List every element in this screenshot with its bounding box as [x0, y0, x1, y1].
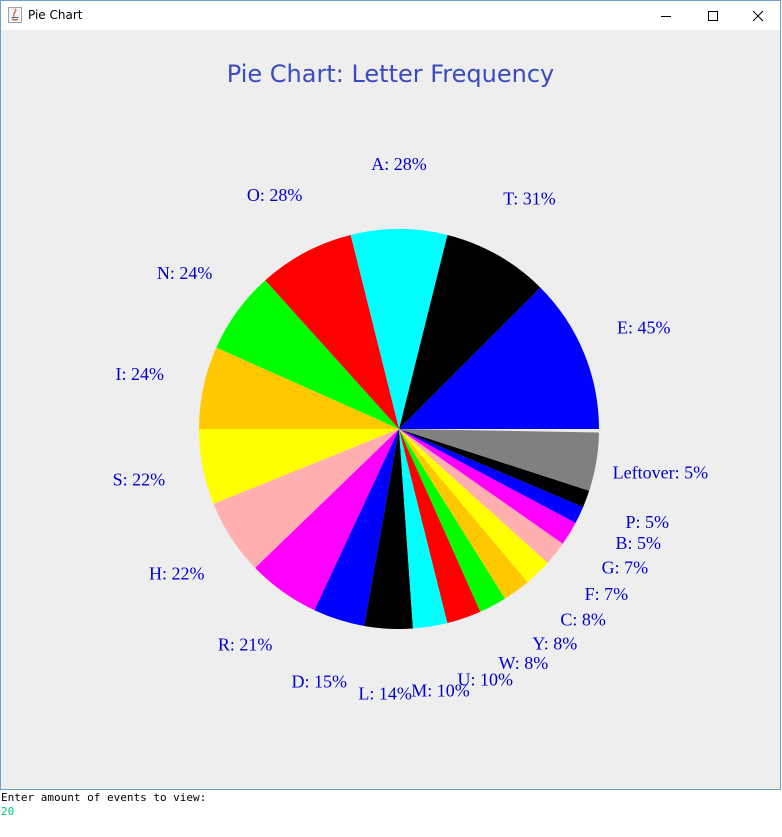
- pie-slice: [350, 229, 448, 429]
- slice-label: T: 31%: [503, 188, 556, 208]
- pie-slice: [399, 429, 599, 491]
- slice-label: S: 22%: [113, 470, 166, 490]
- slice-label: W: 8%: [498, 653, 548, 673]
- slice-label: B: 5%: [615, 533, 661, 553]
- pie-slice: [265, 234, 399, 429]
- pie-slice: [399, 429, 448, 629]
- java-app-icon: [8, 7, 22, 23]
- pie-slices: [199, 229, 599, 629]
- minimize-icon: [661, 15, 671, 17]
- slice-label: Y: 8%: [532, 633, 577, 653]
- slice-label: P: 5%: [625, 512, 669, 532]
- pie-slice: [255, 429, 399, 611]
- pie-slice: [399, 429, 505, 612]
- slice-label: A: 28%: [371, 154, 427, 174]
- console-input[interactable]: 20: [1, 805, 15, 818]
- pie-labels: E: 45% T: 31% A: 28% O: 28% N: 24% I: 24% S: 2…: [113, 154, 708, 704]
- pie-chart: E: 45% T: 31% A: 28% O: 28% N: 24% I: 24% S: 2…: [113, 154, 708, 704]
- title-bar[interactable]: Pie Chart: [1, 1, 780, 30]
- pie-slice: [399, 429, 584, 523]
- maximize-button[interactable]: [690, 1, 736, 30]
- pie-slice: [199, 347, 399, 429]
- minimize-button[interactable]: [643, 1, 689, 30]
- pie-slice: [314, 429, 399, 626]
- pie-slice: [399, 234, 541, 429]
- pie-slice: [364, 429, 413, 629]
- window-title: Pie Chart: [28, 8, 83, 22]
- pie-slice: [199, 429, 399, 504]
- app-window: Pie Chart Pie Chart: Letter Frequency E:…: [0, 0, 781, 790]
- console-panel: Enter amount of events to view: 20: [0, 790, 782, 837]
- slice-label: H: 22%: [149, 563, 205, 583]
- slice-label: Leftover: 5%: [613, 463, 708, 483]
- pie-slice: [399, 429, 576, 544]
- slice-label: F: 7%: [585, 584, 629, 604]
- slice-label: G: 7%: [602, 558, 649, 578]
- close-button[interactable]: [735, 1, 781, 30]
- pie-slice: [399, 429, 528, 599]
- chart-panel: Pie Chart: Letter Frequency E: 45% T: 31%…: [1, 30, 780, 790]
- slice-label: E: 45%: [617, 318, 671, 338]
- slice-label: M: 10%: [411, 681, 470, 701]
- maximize-icon: [708, 10, 718, 21]
- slice-label: O: 28%: [247, 185, 303, 205]
- pie-slice: [399, 429, 548, 583]
- console-prompt: Enter amount of events to view:: [1, 791, 207, 804]
- slice-label: U: 10%: [458, 670, 514, 690]
- chart-title: Pie Chart: Letter Frequency: [226, 60, 555, 88]
- pie-slice: [399, 429, 481, 624]
- pie-slice: [399, 287, 599, 429]
- slice-label: L: 14%: [358, 684, 412, 704]
- slice-label: D: 15%: [292, 672, 348, 692]
- pie-slice: [399, 429, 590, 508]
- slice-label: I: 24%: [116, 364, 165, 384]
- pie-slice: [216, 280, 399, 429]
- pie-slice: [399, 429, 563, 563]
- slice-label: N: 24%: [157, 263, 213, 283]
- slice-label: C: 8%: [560, 610, 606, 630]
- pie-slice: [213, 429, 399, 568]
- slice-label: R: 21%: [218, 635, 273, 655]
- close-icon: [752, 10, 764, 21]
